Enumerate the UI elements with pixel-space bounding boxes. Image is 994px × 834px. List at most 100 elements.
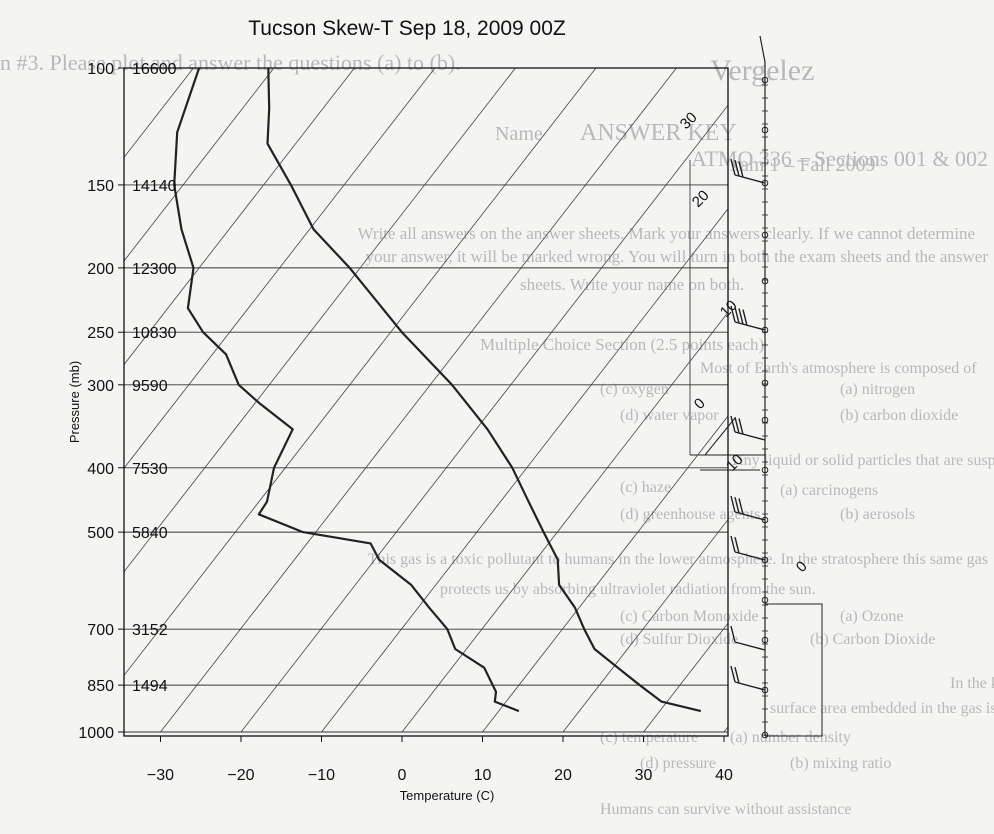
isotherm-line xyxy=(124,68,516,573)
wind-level-marker xyxy=(761,596,769,604)
isotherm-line xyxy=(124,68,597,677)
bg-text-q3-line2: protects us by absorbing ultraviolet rad… xyxy=(440,581,815,598)
wind-barb-flag xyxy=(734,160,740,177)
bg-text-q4-b: (b) mixing ratio xyxy=(790,755,891,772)
wind-barb-flag xyxy=(738,161,744,178)
chart-title: Tucson Skew-T Sep 18, 2009 00Z xyxy=(248,17,566,40)
wind-barb-shaft xyxy=(734,681,766,691)
wind-level-marker xyxy=(761,379,769,387)
bg-text-q3-c: (c) Carbon Monoxide xyxy=(620,608,759,625)
bg-text-q1: Most of Earth's atmosphere is composed o… xyxy=(700,360,977,377)
plot-frame xyxy=(123,67,729,737)
wind-barb-flag xyxy=(738,418,744,435)
wind-barb-shaft xyxy=(734,641,766,651)
skew-t-plot: Tucson Skew-T Sep 18, 2009 00Z 100 166001… xyxy=(67,17,733,803)
bg-text-handwritten-scrawl: Vergelez xyxy=(710,54,814,87)
isotherm-line xyxy=(124,68,355,366)
wind-barb-icon xyxy=(730,625,766,651)
bg-text-q4-a: (a) number density xyxy=(730,729,851,746)
wind-barb-flag xyxy=(738,498,744,515)
wind-barb-shaft xyxy=(734,511,766,521)
temperature-trace xyxy=(266,68,702,713)
wind-barb-icon xyxy=(730,665,766,691)
wind-barb-icon xyxy=(730,535,766,561)
wind-level-marker xyxy=(761,277,769,285)
wind-barb-shaft xyxy=(734,321,766,331)
sounding-traces xyxy=(173,68,702,713)
bg-text-q4-c: (c) temperature xyxy=(600,729,698,746)
bg-text-q2-d: (d) greenhouse agents xyxy=(620,506,760,523)
bg-text-name-label: Name xyxy=(495,123,543,145)
wind-barb-flag xyxy=(730,158,736,176)
wind-barb-flag xyxy=(734,537,740,554)
y-tick-label: 500 xyxy=(87,525,114,542)
x-tick-label: −20 xyxy=(227,767,254,784)
wind-barb-icon xyxy=(730,495,766,521)
x-tick-label: 20 xyxy=(554,767,572,784)
y-tick-label: 400 xyxy=(87,461,114,478)
y-tick-label: 100 xyxy=(87,61,114,78)
height-label: 5840 xyxy=(132,525,168,542)
wind-barb-flag xyxy=(730,625,736,643)
wind-level-marker xyxy=(761,516,769,524)
wind-barb-icon xyxy=(730,415,766,441)
bg-text-q1-a: (a) nitrogen xyxy=(840,381,915,398)
wind-level-marker xyxy=(761,556,769,564)
bg-text-q3-a: (a) Ozone xyxy=(840,608,904,625)
wind-barb-icon xyxy=(730,305,766,331)
x-tick-label: 10 xyxy=(474,767,492,784)
y-tick-label: 1000 xyxy=(78,725,114,742)
wind-barb-flag xyxy=(730,305,736,323)
y-axis-label: Pressure (mb) xyxy=(67,361,82,443)
y-tick-label: 850 xyxy=(87,678,114,695)
wind-level-marker xyxy=(761,466,769,474)
bg-text-q4-d: (d) pressure xyxy=(640,755,716,772)
x-tick-label: 40 xyxy=(715,767,733,784)
x-axis-ticks: −30 −20 −10 0 10 20 30 40 xyxy=(147,736,733,784)
wind-barb-shaft xyxy=(734,551,766,561)
wind-level-marker xyxy=(761,179,769,187)
wind-level-marker xyxy=(761,636,769,644)
wind-barb-flag xyxy=(730,495,736,513)
height-label: 10830 xyxy=(132,325,177,342)
y-tick-label: 200 xyxy=(87,261,114,278)
y-tick-label: 250 xyxy=(87,325,114,342)
wind-barb-shaft xyxy=(734,431,766,441)
y-tick-label: 300 xyxy=(87,378,114,395)
height-label: 9590 xyxy=(132,378,168,395)
bg-text-q3-b: (b) Carbon Dioxide xyxy=(810,631,935,648)
bg-text-instructions-line1: Write all answers on the answer sheets. … xyxy=(357,224,975,243)
isotherm-lines xyxy=(124,68,728,733)
wind-level-marker xyxy=(761,686,769,694)
isotherm-line xyxy=(240,104,728,733)
wind-panel-guide xyxy=(700,417,760,471)
wind-barb-flag xyxy=(738,308,744,325)
bg-text-exam-line: xam 1 – Fall 2009 xyxy=(730,154,876,176)
y-tick-label: 150 xyxy=(87,178,114,195)
bg-text-q5: Humans can survive without assistance xyxy=(600,801,852,818)
wind-level-marker xyxy=(761,126,769,134)
wind-barb-flag xyxy=(734,417,740,434)
bg-text-q4-line2: surface area embedded in the gas is the … xyxy=(770,700,994,717)
wind-barb-flag xyxy=(734,497,740,514)
wind-barb-flag xyxy=(742,309,748,326)
bg-text-q1-c: (c) oxygen xyxy=(600,381,669,398)
bg-text-q1-b: (b) carbon dioxide xyxy=(840,407,958,424)
y-axis-ticks: 100 16600 150 14140 200 12300 250 10830 300 9590 4… xyxy=(78,61,176,742)
wind-barb-flag xyxy=(734,667,740,684)
isotherm-line xyxy=(562,518,728,733)
wind-speed-label: 20 xyxy=(689,187,713,211)
bg-text-name-value: ANSWER KEY xyxy=(580,120,737,146)
isotherm-line xyxy=(321,208,728,733)
height-label: 14140 xyxy=(132,178,177,195)
background-exam-text: n #3. Please plot and answer the questio… xyxy=(0,50,994,818)
height-label: 12300 xyxy=(132,261,177,278)
x-tick-label: −30 xyxy=(147,767,174,784)
height-label: 7530 xyxy=(132,461,168,478)
wind-level-marker xyxy=(761,326,769,334)
bg-text-q2: Tiny liquid or solid particles that are … xyxy=(730,452,994,469)
bg-text-q3-d: (d) Sulfur Dioxide xyxy=(620,631,738,648)
bg-text-q4-line1: In the kinetic model for gases, the coun… xyxy=(950,675,994,692)
x-tick-label: 0 xyxy=(398,767,407,784)
